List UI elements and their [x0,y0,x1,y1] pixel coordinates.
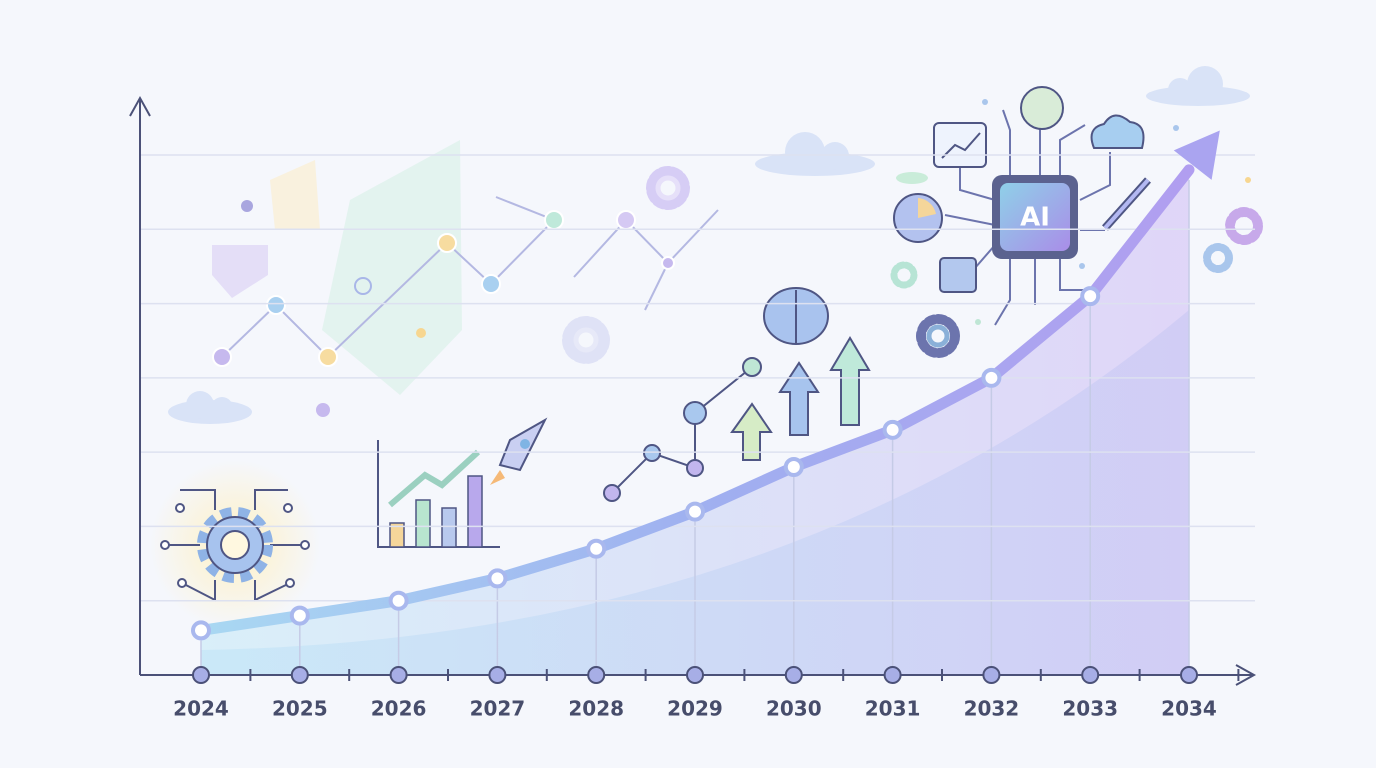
point [289,605,310,626]
axis-dot [587,666,606,684]
axis-dot [1180,666,1198,684]
decoration [150,66,1263,630]
x-tick-label: 2028 [568,697,624,721]
area-band [201,310,1189,675]
x-tick-label: 2032 [964,697,1020,721]
axis-dot [686,666,704,684]
axis-dot [192,666,210,684]
axis-dot [883,666,902,684]
axis-dot [488,666,507,684]
x-tick-label: 2033 [1062,697,1118,721]
x-tick-label: 2025 [272,697,328,721]
x-tick-label: 2024 [173,697,229,721]
point [586,538,607,559]
point [685,501,705,522]
axis-dot [784,666,803,684]
point [981,367,1002,388]
x-tick-label: 2026 [371,697,427,721]
point [882,419,903,440]
x-tick-label: 2030 [766,697,822,721]
point [783,457,804,477]
x-tick-label: 2029 [667,697,723,721]
x-tick-label: 2027 [470,697,526,721]
point [191,620,211,641]
point [1080,286,1101,307]
x-tick-label: 2031 [865,697,921,721]
point [388,590,409,611]
axis-dot [389,666,408,684]
chip-label: AI [1020,203,1050,233]
axis-dot [290,666,309,684]
arrow-head [1173,130,1220,180]
x-tick-label: 2034 [1161,697,1217,721]
axis-dot [1081,666,1100,684]
axis-dot [982,666,1001,684]
point [487,568,508,589]
